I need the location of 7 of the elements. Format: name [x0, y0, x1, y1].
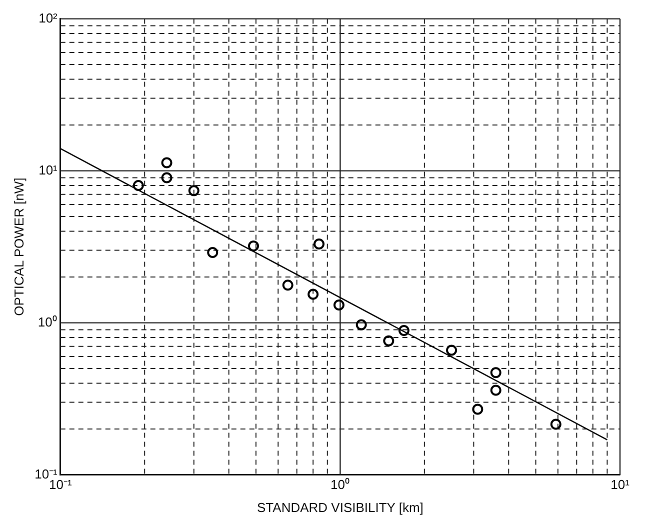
y-tick-label: 10¹: [38, 162, 58, 178]
x-tick-label: 10⁰: [330, 477, 350, 492]
y-axis-title: OPTICAL POWER [nW]: [11, 178, 26, 316]
y-tick-label: 10⁰: [38, 314, 58, 330]
y-tick-label: 10²: [38, 10, 58, 26]
x-axis-title: STANDARD VISIBILITY [km]: [257, 500, 424, 515]
x-tick-label: 10¹: [610, 477, 630, 492]
